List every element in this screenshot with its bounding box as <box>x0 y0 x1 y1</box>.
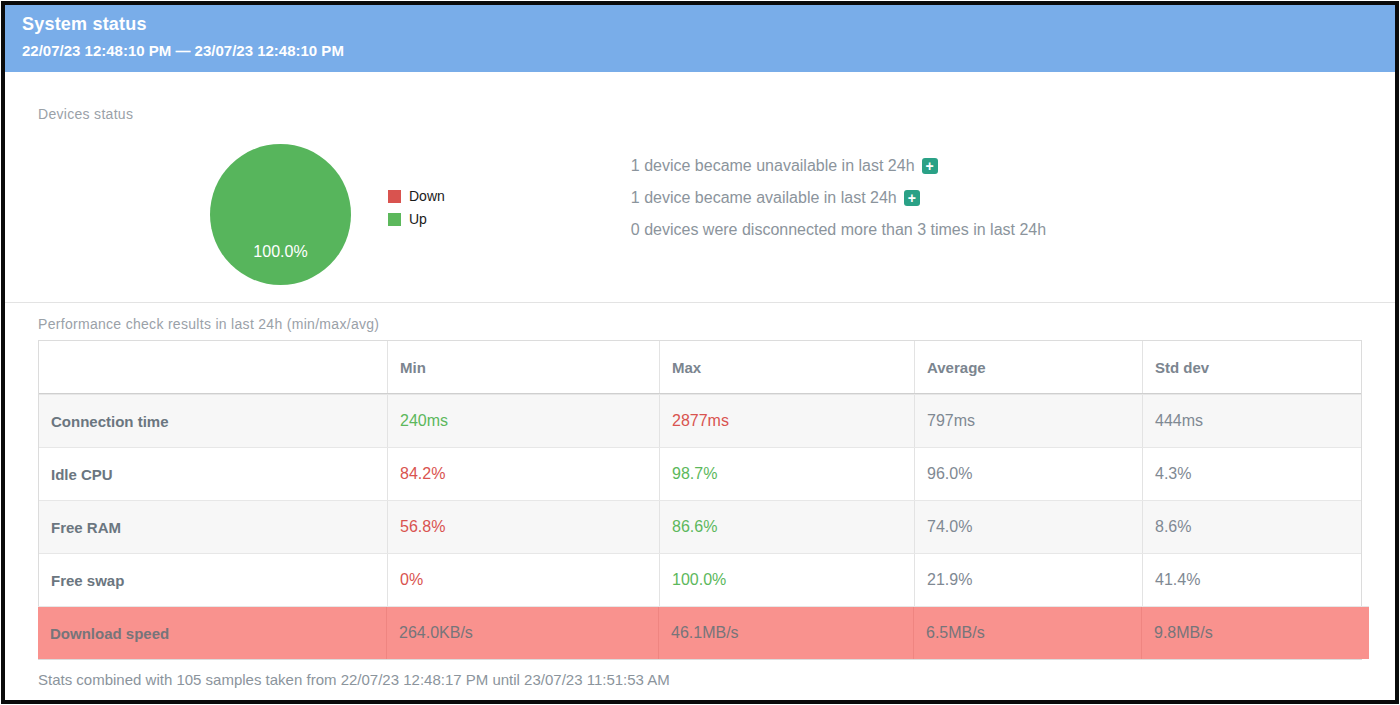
devices-status-section: Devices status 100.0% Down Up 1 device b… <box>5 72 1395 285</box>
section-divider <box>5 302 1395 303</box>
up-swatch-icon <box>388 213 401 226</box>
pie-legend: Down Up <box>388 188 445 285</box>
table-row-free-ram: Free RAM 56.8% 86.6% 74.0% 8.6% <box>39 500 1361 553</box>
plus-icon[interactable]: + <box>904 190 920 206</box>
max-value: 86.6% <box>659 501 914 553</box>
stddev-value: 4.3% <box>1142 448 1361 500</box>
stddev-value: 444ms <box>1142 395 1361 447</box>
max-value: 100.0% <box>659 554 914 606</box>
message-unavailable: 1 device became unavailable in last 24h … <box>631 150 1046 182</box>
pie-slice-up <box>210 144 351 285</box>
row-label: Download speed <box>38 607 386 659</box>
row-label: Connection time <box>39 395 387 447</box>
row-label: Free swap <box>39 554 387 606</box>
avg-value: 797ms <box>914 395 1142 447</box>
plus-icon[interactable]: + <box>922 158 938 174</box>
max-value: 98.7% <box>659 448 914 500</box>
min-value: 84.2% <box>387 448 659 500</box>
performance-table: Min Max Average Std dev Connection time … <box>38 340 1362 660</box>
devices-status-label: Devices status <box>38 72 1362 122</box>
legend-label: Down <box>409 188 445 204</box>
header-cell-max: Max <box>659 341 914 393</box>
table-row-download-speed-alert: Download speed 264.0KB/s 46.1MB/s 6.5MB/… <box>38 606 1369 659</box>
row-label: Idle CPU <box>39 448 387 500</box>
header-cell-empty <box>39 341 387 393</box>
device-event-messages: 1 device became unavailable in last 24h … <box>631 150 1046 285</box>
table-header-row: Min Max Average Std dev <box>39 341 1361 394</box>
performance-section-label: Performance check results in last 24h (m… <box>38 316 1362 332</box>
min-value: 264.0KB/s <box>386 607 658 659</box>
table-row-connection-time: Connection time 240ms 2877ms 797ms 444ms <box>39 394 1361 447</box>
performance-section: Performance check results in last 24h (m… <box>5 316 1395 704</box>
min-value: 56.8% <box>387 501 659 553</box>
max-value: 2877ms <box>659 395 914 447</box>
message-text: 1 device became available in last 24h <box>631 189 897 207</box>
legend-label: Up <box>409 211 427 227</box>
max-value: 46.1MB/s <box>658 607 913 659</box>
header-cell-stddev: Std dev <box>1142 341 1361 393</box>
stddev-value: 8.6% <box>1142 501 1361 553</box>
row-label: Free RAM <box>39 501 387 553</box>
report-date-range: 22/07/23 12:48:10 PM — 23/07/23 12:48:10… <box>22 42 1378 59</box>
header-cell-average: Average <box>914 341 1142 393</box>
table-row-idle-cpu: Idle CPU 84.2% 98.7% 96.0% 4.3% <box>39 447 1361 500</box>
legend-item-down: Down <box>388 188 445 204</box>
header-cell-min: Min <box>387 341 659 393</box>
min-value: 240ms <box>387 395 659 447</box>
app-window: System status 22/07/23 12:48:10 PM — 23/… <box>1 1 1399 704</box>
stddev-value: 9.8MB/s <box>1141 607 1369 659</box>
system-status-header: System status 22/07/23 12:48:10 PM — 23/… <box>5 5 1395 72</box>
stddev-value: 41.4% <box>1142 554 1361 606</box>
page-title: System status <box>22 14 1378 35</box>
pie-data-label: 100.0% <box>210 243 351 261</box>
uptime-pie-chart: 100.0% <box>210 144 351 285</box>
table-row-free-swap: Free swap 0% 100.0% 21.9% 41.4% <box>39 553 1361 606</box>
legend-item-up: Up <box>388 211 445 227</box>
avg-value: 74.0% <box>914 501 1142 553</box>
avg-value: 6.5MB/s <box>913 607 1141 659</box>
message-text: 1 device became unavailable in last 24h <box>631 157 915 175</box>
down-swatch-icon <box>388 190 401 203</box>
message-text: 0 devices were disconnected more than 3 … <box>631 221 1046 239</box>
message-disconnected: 0 devices were disconnected more than 3 … <box>631 214 1046 246</box>
min-value: 0% <box>387 554 659 606</box>
avg-value: 21.9% <box>914 554 1142 606</box>
avg-value: 96.0% <box>914 448 1142 500</box>
message-available: 1 device became available in last 24h + <box>631 182 1046 214</box>
samples-summary: Stats combined with 105 samples taken fr… <box>38 671 1362 704</box>
